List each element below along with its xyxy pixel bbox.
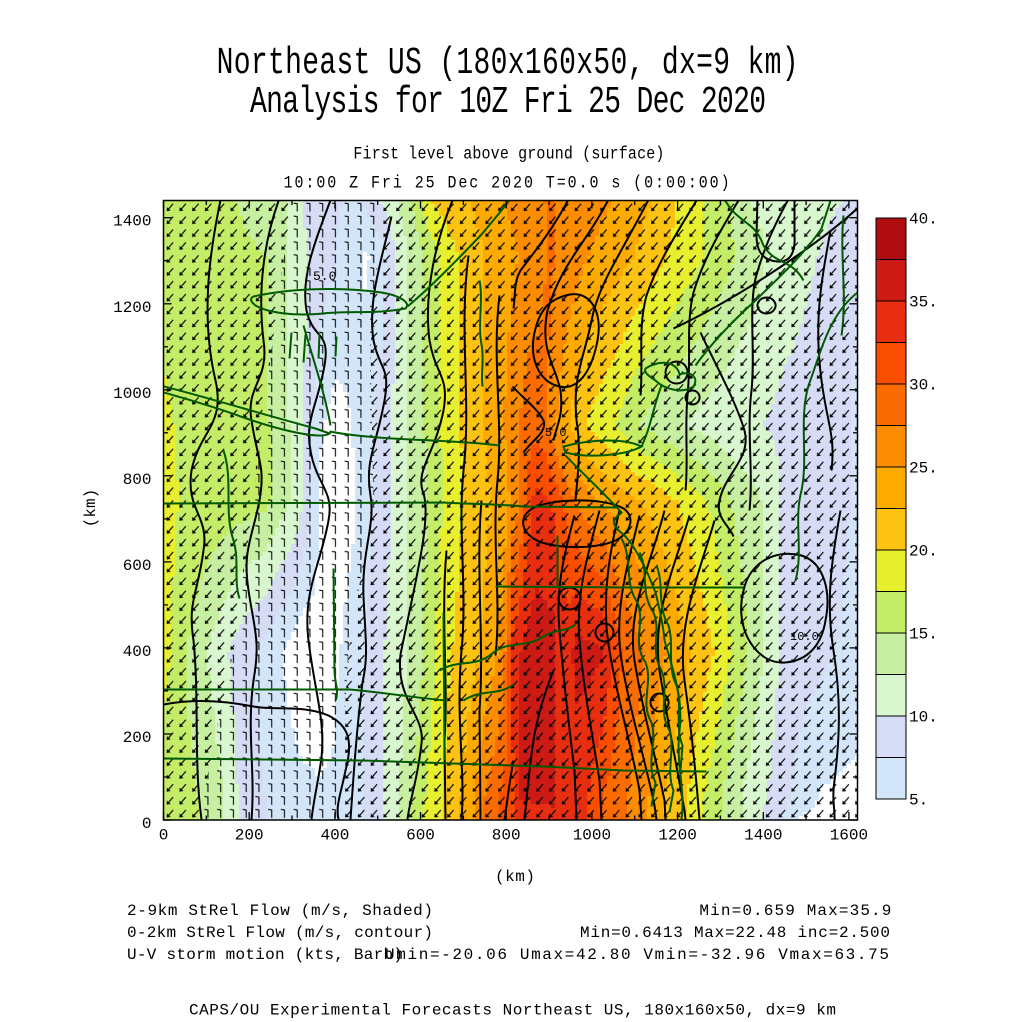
svg-text:First level above ground (surf: First level above ground (surface)	[353, 145, 664, 164]
svg-text:1400: 1400	[113, 213, 151, 231]
svg-text:0: 0	[159, 827, 169, 845]
svg-text:15.: 15.	[909, 626, 938, 644]
svg-text:1400: 1400	[744, 827, 782, 845]
svg-text:2-9km StRel Flow (m/s, Shaded): 2-9km StRel Flow (m/s, Shaded)	[127, 902, 433, 920]
svg-text:Min=0.659 Max=35.9: Min=0.659 Max=35.9	[699, 902, 891, 920]
svg-text:400: 400	[320, 827, 349, 845]
svg-text:30.: 30.	[909, 377, 938, 395]
svg-text:1200: 1200	[113, 299, 151, 317]
svg-text:35.: 35.	[909, 294, 938, 312]
svg-text:600: 600	[406, 827, 435, 845]
svg-text:1600: 1600	[830, 827, 868, 845]
svg-text:40.: 40.	[909, 211, 938, 229]
svg-text:400: 400	[123, 643, 152, 661]
svg-text:600: 600	[123, 557, 152, 575]
svg-text:200: 200	[235, 827, 264, 845]
svg-text:10.0: 10.0	[790, 630, 819, 644]
svg-text:800: 800	[123, 471, 152, 489]
svg-text:0: 0	[142, 815, 152, 833]
svg-text:(km): (km)	[82, 489, 100, 527]
svg-text:0-2km StRel Flow (m/s, contour: 0-2km StRel Flow (m/s, contour)	[127, 924, 433, 942]
svg-text:(km): (km)	[495, 868, 535, 886]
svg-text:5.0: 5.0	[313, 269, 336, 284]
svg-text:10.: 10.	[909, 709, 938, 727]
svg-text:200: 200	[123, 729, 152, 747]
svg-text:5.: 5.	[909, 792, 928, 810]
svg-text:10:00 Z Fri 25 Dec 2020 T=0: 10:00 Z Fri 25 Dec 2020 T=0.0 s (0:00:00…	[284, 174, 730, 193]
svg-text:20.: 20.	[909, 543, 938, 561]
svg-text:25.: 25.	[909, 460, 938, 478]
svg-text:1000: 1000	[113, 385, 151, 403]
svg-text:5.0: 5.0	[545, 426, 567, 440]
svg-text:Umin=-20.06 Umax=42.80 Vmin=: Umin=-20.06 Umax=42.80 Vmin=-32.96 Vmax=…	[385, 946, 889, 964]
svg-text:U-V storm motion (kts, Barb): U-V storm motion (kts, Barb)	[127, 946, 403, 964]
svg-text:1000: 1000	[573, 827, 611, 845]
svg-text:Analysis for 10Z Fri 25 Dec 20: Analysis for 10Z Fri 25 Dec 2020	[250, 81, 766, 124]
svg-text:800: 800	[492, 827, 521, 845]
svg-text:1200: 1200	[658, 827, 696, 845]
svg-text:Northeast US (180x160x50, dx=9: Northeast US (180x160x50, dx=9 km)	[217, 42, 799, 85]
svg-text:CAPS/OU Experimental Forecasts: CAPS/OU Experimental Forecasts Northeast…	[189, 1002, 836, 1020]
svg-text:Min=0.6413 Max=22.48 inc=2.5: Min=0.6413 Max=22.48 inc=2.500	[580, 924, 890, 942]
